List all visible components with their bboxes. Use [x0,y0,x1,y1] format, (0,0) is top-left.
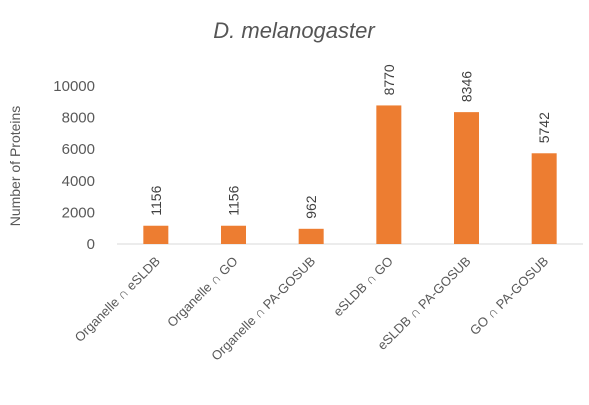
y-axis-ticks: 0 2000 4000 6000 8000 10000 [53,78,95,253]
x-tick-label: Organelle ∩ eSLDB [72,254,163,345]
bar [143,225,169,244]
x-tick-label: GO ∩ PA-GOSUB [467,254,551,338]
y-tick-label: 0 [87,236,95,253]
y-tick-label: 4000 [62,173,95,190]
x-tick-label: eSLDB ∩ GO [330,254,396,320]
bar [221,225,246,244]
data-label: 8346 [459,71,475,102]
y-tick-label: 6000 [62,141,95,158]
bar [454,112,479,244]
data-label: 8770 [381,64,397,95]
y-tick-label: 10000 [53,78,95,95]
data-label: 1156 [148,185,164,215]
x-tick-label: Organelle ∩ GO [164,254,240,330]
y-tick-label: 2000 [62,204,95,221]
bar [376,105,402,245]
data-label: 1156 [226,185,242,215]
data-labels: 1156 1156 962 8770 8346 5742 [148,64,552,219]
y-tick-label: 8000 [62,110,95,127]
bar [531,153,557,244]
y-axis-label: Number of Proteins [7,106,23,227]
data-label: 962 [303,195,319,219]
bar [298,228,324,244]
x-axis-ticks: Organelle ∩ eSLDB Organelle ∩ GOOrganelle… [72,254,552,364]
data-label: 5742 [536,112,552,143]
bar-series [143,105,557,245]
chart-title: D. melanogaster [213,18,376,43]
